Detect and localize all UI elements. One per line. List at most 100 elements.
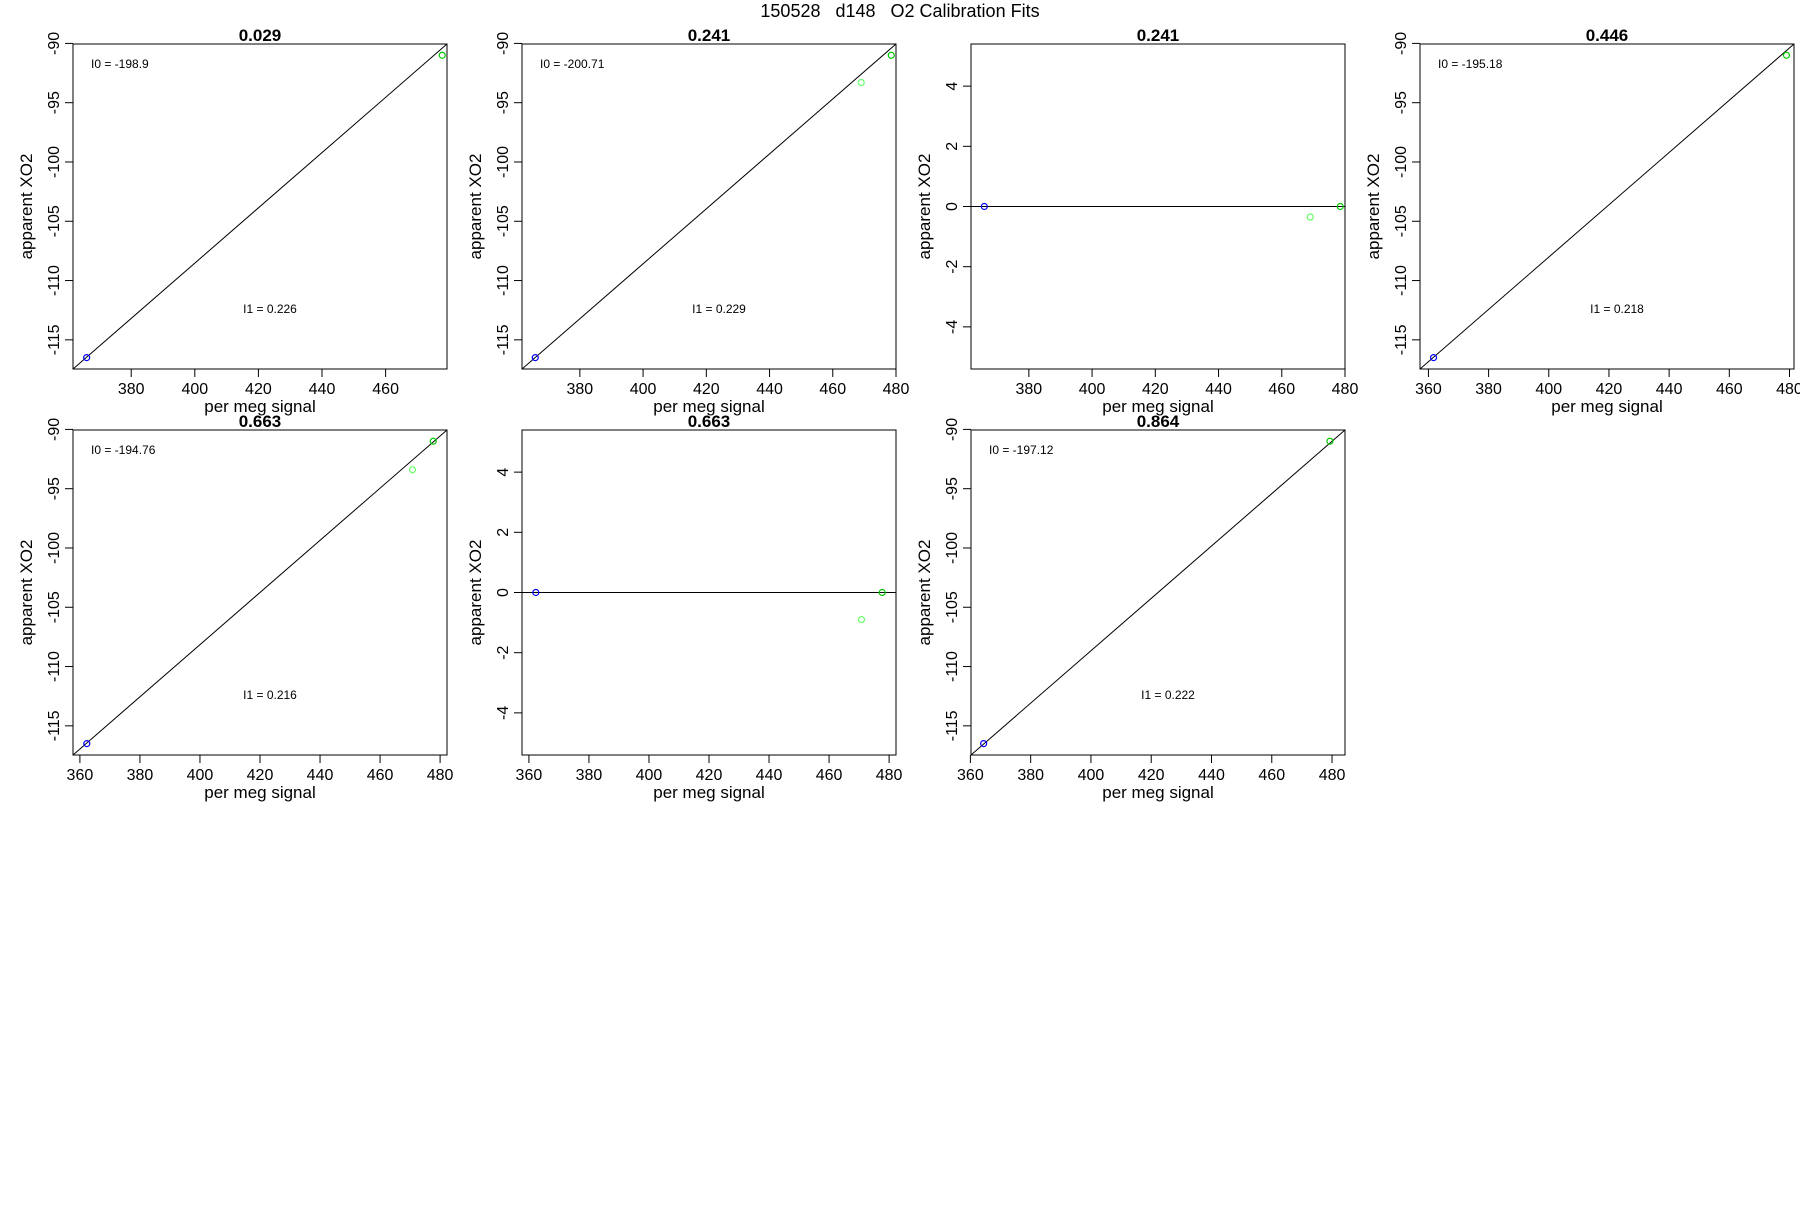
- x-tick-label: 440: [756, 767, 783, 784]
- y-tick-label: -100: [46, 146, 63, 178]
- data-point-reference: [83, 740, 91, 748]
- fit-line: [522, 44, 896, 369]
- plot-title: 0.446: [1586, 26, 1629, 45]
- y-tick-label: -110: [1393, 265, 1410, 296]
- slope-label: I1 = 0.229: [692, 302, 746, 316]
- y-axis-label: apparent XO2: [466, 540, 485, 646]
- data-point-reference: [83, 354, 91, 362]
- plot-title: 0.029: [239, 26, 282, 45]
- y-tick-label: -105: [944, 591, 961, 623]
- y-tick-label: -4: [944, 320, 961, 334]
- y-axis-label: apparent XO2: [915, 540, 934, 646]
- plot-data-area: [971, 430, 1345, 755]
- slope-label: I1 = 0.222: [1141, 688, 1195, 702]
- y-tick-label: 0: [495, 588, 512, 597]
- x-tick-label: 420: [696, 767, 723, 784]
- y-tick-label: -115: [1393, 324, 1410, 355]
- plot-data-area: [73, 430, 447, 755]
- plot-data-area: [522, 44, 896, 369]
- x-tick-label: 480: [1319, 767, 1346, 784]
- data-point-reference: [531, 354, 539, 362]
- plot-panel-7: 0.864 360 380 400 420 440 460 480 -90 -95 -100 -105…: [915, 412, 1346, 802]
- x-tick-label: 400: [187, 767, 214, 784]
- data-point-reference: [980, 202, 988, 211]
- y-tick-label: -95: [944, 477, 961, 500]
- y-tick-label: 4: [495, 468, 512, 477]
- x-tick-label: 420: [1142, 381, 1169, 398]
- data-point-standard: [1336, 202, 1344, 211]
- x-tick-label: 460: [1258, 767, 1285, 784]
- plot-data-area: [73, 44, 447, 369]
- x-axis-label: per meg signal: [653, 397, 765, 416]
- intercept-label: I0 = -198.9: [91, 57, 149, 71]
- x-tick-label: 460: [1716, 381, 1743, 398]
- plot-frame: [970, 429, 1346, 756]
- y-tick-label: -95: [495, 91, 512, 114]
- y-tick-label: -100: [944, 532, 961, 564]
- x-tick-label: 460: [819, 381, 846, 398]
- x-tick-label: 440: [309, 381, 336, 398]
- data-point-reference: [1429, 354, 1438, 362]
- x-tick-label: 360: [67, 767, 94, 784]
- plot-title: 0.241: [688, 26, 731, 45]
- slope-label: I1 = 0.218: [1590, 302, 1644, 316]
- data-point-light_standard: [408, 466, 417, 474]
- x-tick-label: 400: [181, 381, 208, 398]
- x-tick-label: 380: [576, 767, 603, 784]
- x-tick-label: 380: [567, 381, 594, 398]
- y-tick-label: -110: [46, 265, 63, 296]
- x-tick-label: 400: [636, 767, 663, 784]
- plot-panel-5: 0.663 360 380 400 420 440 460 480 -90 -95 -100 -105…: [17, 412, 454, 802]
- y-axis-label: apparent XO2: [17, 540, 36, 646]
- y-tick-label: -4: [495, 706, 512, 720]
- fit-line: [971, 430, 1345, 755]
- x-tick-label: 440: [307, 767, 334, 784]
- y-tick-label: -110: [495, 265, 512, 296]
- y-tick-label: -90: [46, 32, 63, 55]
- y-tick-label: -105: [46, 591, 63, 623]
- x-tick-label: 400: [1079, 381, 1106, 398]
- x-axis-label: per meg signal: [1551, 397, 1663, 416]
- x-axis-label: per meg signal: [653, 783, 765, 802]
- y-tick-label: 2: [944, 142, 961, 151]
- y-tick-label: -110: [944, 651, 961, 682]
- x-tick-label: 440: [756, 381, 783, 398]
- plot-title: 0.663: [239, 412, 282, 431]
- plot-data-area: [1420, 44, 1794, 369]
- data-point-light_standard: [1306, 213, 1314, 221]
- x-tick-label: 440: [1205, 381, 1232, 398]
- y-tick-label: -115: [944, 710, 961, 741]
- x-tick-label: 460: [1268, 381, 1295, 398]
- x-axis-label: per meg signal: [204, 783, 316, 802]
- data-point-standard: [878, 588, 886, 597]
- y-tick-label: -100: [46, 532, 63, 564]
- plot-panel-2: 0.241 380 400 420 440 460 480 -90 -95 -100 -105 -11…: [466, 26, 909, 416]
- plot-frame: [1419, 43, 1795, 370]
- data-point-standard: [1782, 51, 1791, 59]
- figure-title: 150528 d148 O2 Calibration Fits: [760, 1, 1040, 21]
- x-tick-label: 440: [1656, 381, 1683, 398]
- x-tick-label: 360: [516, 767, 543, 784]
- data-point-standard: [887, 51, 895, 59]
- intercept-label: I0 = -195.18: [1438, 57, 1503, 71]
- x-tick-label: 380: [1017, 767, 1044, 784]
- plot-title: 0.663: [688, 412, 731, 431]
- y-tick-label: -90: [944, 418, 961, 441]
- x-tick-label: 400: [630, 381, 657, 398]
- x-tick-label: 480: [1332, 381, 1359, 398]
- x-tick-label: 380: [118, 381, 145, 398]
- plot-frame: [521, 43, 897, 370]
- x-tick-label: 480: [427, 767, 454, 784]
- y-tick-label: -95: [1393, 91, 1410, 114]
- x-tick-label: 440: [1198, 767, 1225, 784]
- y-tick-label: -2: [495, 645, 512, 659]
- x-tick-label: 400: [1078, 767, 1105, 784]
- x-tick-label: 420: [693, 381, 720, 398]
- y-tick-label: 0: [944, 202, 961, 211]
- data-point-light_standard: [857, 78, 865, 87]
- intercept-label: I0 = -200.71: [540, 57, 605, 71]
- y-tick-label: -95: [46, 91, 63, 114]
- fit-line: [73, 430, 447, 755]
- x-tick-label: 480: [876, 767, 903, 784]
